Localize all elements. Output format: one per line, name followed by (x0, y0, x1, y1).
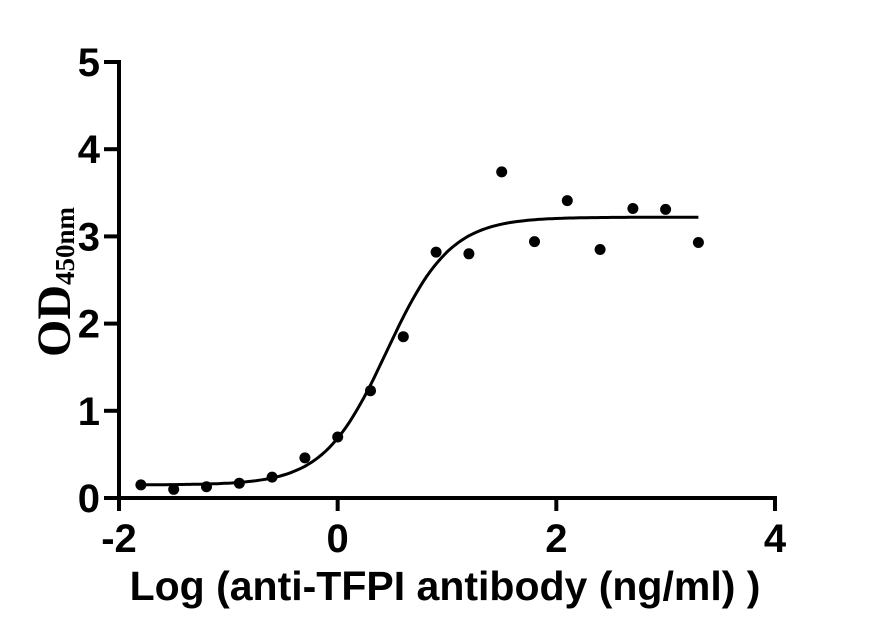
y-tick-label: 4 (78, 128, 101, 172)
x-tick-label: 0 (327, 517, 349, 561)
y-tick-label: 0 (78, 477, 100, 521)
y-axis-title: OD450nm (28, 206, 81, 357)
axes (117, 60, 777, 500)
fit-curve-line (140, 215, 699, 487)
data-points (135, 166, 704, 495)
data-point (365, 385, 376, 397)
data-point (594, 244, 606, 255)
x-axis-title: Log (anti-TFPI antibody (ng/ml) ) (130, 563, 761, 609)
data-point (627, 203, 639, 214)
data-point (168, 483, 180, 495)
y-tick-label: 5 (78, 41, 100, 85)
data-point (692, 237, 704, 248)
x-tick-label: -2 (101, 517, 137, 561)
x-tick-label: 2 (545, 517, 567, 561)
data-point (430, 246, 442, 258)
y-tick-label: 2 (78, 303, 100, 347)
y-tick-label: 1 (78, 390, 100, 434)
data-point (463, 248, 475, 260)
data-point (266, 471, 278, 483)
data-point (561, 195, 573, 207)
data-point (332, 431, 344, 443)
data-point (660, 203, 672, 215)
data-point (397, 331, 409, 343)
data-point (299, 452, 311, 464)
data-point (135, 479, 147, 491)
data-point (529, 236, 540, 248)
data-point (496, 166, 508, 178)
data-point (233, 477, 245, 489)
x-tick-label: 4 (764, 517, 787, 561)
data-point (201, 481, 212, 493)
y-tick-label: 3 (78, 215, 100, 259)
y-axis-title-main: OD (28, 285, 81, 357)
y-axis-title-subscript: 450nm (50, 206, 80, 285)
axis-ticks (104, 60, 777, 511)
